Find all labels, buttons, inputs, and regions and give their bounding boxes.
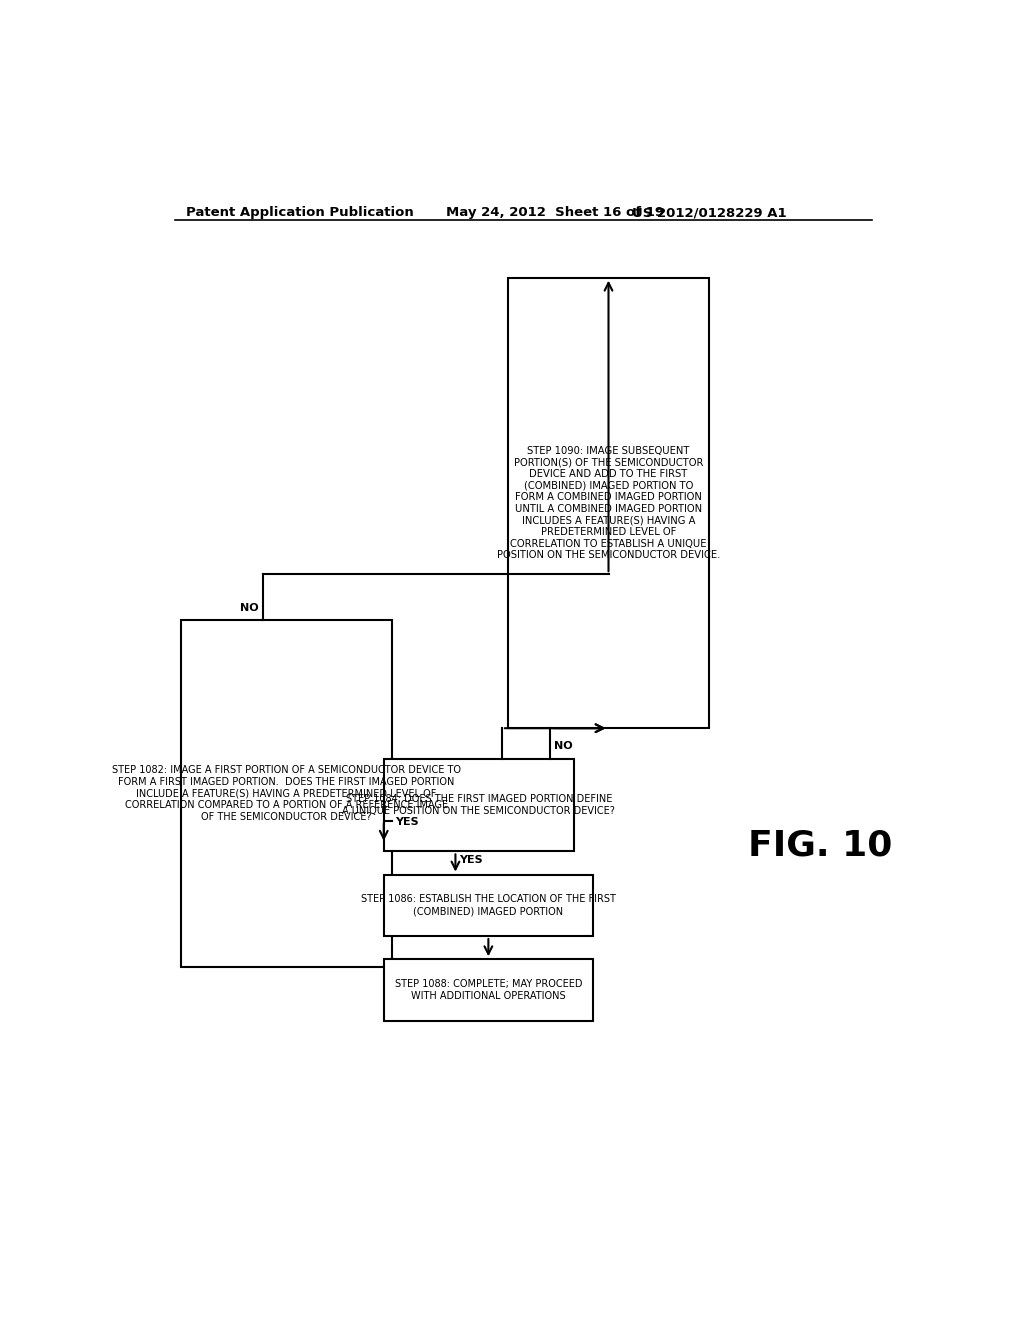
Text: STEP 1082: IMAGE A FIRST PORTION OF A SEMICONDUCTOR DEVICE TO
FORM A FIRST IMAGE: STEP 1082: IMAGE A FIRST PORTION OF A SE…	[112, 766, 461, 822]
Bar	[384, 960, 593, 1020]
Text: FIG. 10: FIG. 10	[748, 829, 892, 862]
Text: STEP 1090: IMAGE SUBSEQUENT
PORTION(S) OF THE SEMICONDUCTOR
DEVICE AND ADD TO TH: STEP 1090: IMAGE SUBSEQUENT PORTION(S) O…	[497, 446, 720, 560]
Text: STEP 1084: DOES THE FIRST IMAGED PORTION DEFINE
A UNIQUE POSITION ON THE SEMICON: STEP 1084: DOES THE FIRST IMAGED PORTION…	[342, 795, 615, 816]
Bar	[384, 874, 593, 936]
Text: NO: NO	[554, 742, 572, 751]
Text: STEP 1088: COMPLETE; MAY PROCEED
WITH ADDITIONAL OPERATIONS: STEP 1088: COMPLETE; MAY PROCEED WITH AD…	[394, 979, 582, 1001]
Bar	[384, 759, 573, 851]
Bar	[180, 620, 391, 966]
Bar	[508, 277, 710, 729]
Text: YES: YES	[395, 817, 419, 826]
Text: May 24, 2012  Sheet 16 of 19: May 24, 2012 Sheet 16 of 19	[445, 206, 664, 219]
Text: NO: NO	[241, 603, 259, 612]
Text: YES: YES	[460, 855, 483, 865]
Text: STEP 1086: ESTABLISH THE LOCATION OF THE FIRST
(COMBINED) IMAGED PORTION: STEP 1086: ESTABLISH THE LOCATION OF THE…	[360, 895, 615, 916]
Text: US 2012/0128229 A1: US 2012/0128229 A1	[632, 206, 786, 219]
Text: Patent Application Publication: Patent Application Publication	[186, 206, 414, 219]
